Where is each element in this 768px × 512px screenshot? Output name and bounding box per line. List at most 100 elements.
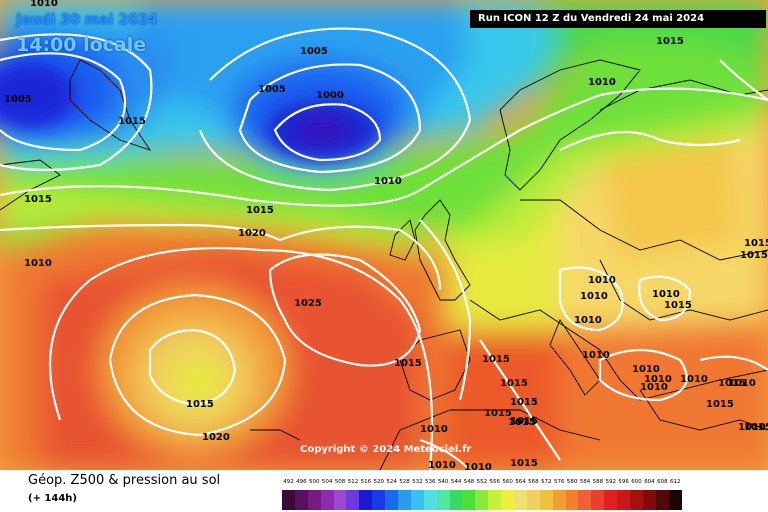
- legend-swatch: [282, 490, 295, 510]
- isobar-label: 1010: [580, 291, 608, 302]
- legend-swatch: [539, 490, 553, 510]
- legend-cell: 580: [565, 478, 579, 510]
- legend-swatch: [410, 490, 424, 510]
- legend-label: 612: [669, 479, 681, 485]
- isobar-label: 1010: [582, 350, 610, 361]
- legend-label: 548: [463, 479, 475, 485]
- legend-swatch: [501, 490, 515, 510]
- legend-cell: 564: [514, 478, 527, 510]
- isobar-label: 1015: [744, 422, 768, 433]
- legend-cell: 560: [501, 478, 515, 510]
- legend-swatch: [668, 490, 682, 510]
- legend-swatch: [475, 490, 489, 510]
- legend-swatch: [552, 490, 566, 510]
- legend-label: 604: [644, 479, 655, 485]
- legend-cell: 556: [488, 478, 502, 510]
- legend-cell: 612: [668, 478, 682, 510]
- legend-cell: 520: [372, 478, 386, 510]
- legend-label: 504: [321, 479, 333, 485]
- legend-label: 592: [605, 479, 617, 485]
- legend-swatch: [514, 490, 527, 510]
- isobar-label: 1015: [510, 416, 538, 427]
- legend-swatch: [385, 490, 399, 510]
- isobar-label: 1010: [680, 374, 708, 385]
- legend-label: 556: [489, 479, 501, 485]
- isobar-label: 1000: [316, 90, 344, 101]
- isobar-label: 1010: [464, 462, 492, 470]
- legend-swatch: [359, 490, 373, 510]
- footer-title: Géop. Z500 & pression au sol: [28, 473, 221, 488]
- legend-label: 564: [515, 479, 526, 485]
- legend-cell: 552: [475, 478, 489, 510]
- legend-cell: 548: [462, 478, 476, 510]
- legend-swatch: [307, 490, 321, 510]
- legend-label: 568: [528, 479, 539, 485]
- isobar-label: 1005: [258, 84, 286, 95]
- isobar-label: 1010: [728, 378, 756, 389]
- legend-label: 540: [437, 479, 449, 485]
- isobar-label: 1010: [738, 422, 766, 433]
- isobar-label: 1015: [706, 399, 734, 410]
- isobar-label: 1015: [118, 116, 146, 127]
- isobar-label: 1015: [186, 399, 214, 410]
- legend-cell: 524: [385, 478, 399, 510]
- footer: Géop. Z500 & pression au sol (+ 144h) 49…: [0, 470, 768, 512]
- isobar-label: 1015: [510, 397, 538, 408]
- isobar-label: 1015: [744, 238, 768, 249]
- legend-label: 508: [334, 479, 346, 485]
- legend-label: 516: [360, 479, 372, 485]
- isobar-label: 1015: [246, 205, 274, 216]
- legend-swatch: [462, 490, 476, 510]
- legend-label: 572: [541, 479, 552, 485]
- legend-cell: 504: [320, 478, 334, 510]
- isobar-label: 1015: [664, 300, 692, 311]
- legend-label: 520: [373, 479, 384, 485]
- isobar-label: 1010: [374, 176, 402, 187]
- legend-label: 600: [631, 479, 642, 485]
- isobar-label: 1005: [300, 46, 328, 57]
- legend-cell: 592: [604, 478, 618, 510]
- isobar-label: 1020: [238, 228, 266, 239]
- legend-cell: 528: [398, 478, 411, 510]
- legend-label: 492: [283, 479, 294, 485]
- legend-label: 500: [309, 479, 320, 485]
- legend-label: 528: [399, 479, 410, 485]
- legend-label: 536: [425, 479, 436, 485]
- legend-label: 532: [412, 479, 423, 485]
- isobar-label: 1025: [294, 298, 322, 309]
- isobar-label: 1010: [588, 77, 616, 88]
- legend-cell: 500: [307, 478, 321, 510]
- isobar-label: 1010: [588, 275, 616, 286]
- legend-swatch: [372, 490, 386, 510]
- isobar-label: 1015: [394, 358, 422, 369]
- legend-label: 596: [618, 479, 629, 485]
- isobars: [0, 27, 768, 470]
- isobar-label: 1015: [24, 194, 52, 205]
- isobar-label: 1015: [656, 36, 684, 47]
- legend-cell: 512: [346, 478, 360, 510]
- isobar-label: 1010: [652, 289, 680, 300]
- isobar-label: 1005: [4, 94, 32, 105]
- legend-label: 580: [566, 479, 578, 485]
- legend-label: 584: [579, 479, 591, 485]
- legend-swatch: [398, 490, 411, 510]
- color-legend: 492 496 500 504 508 512 516 520 524 528 532 536 540 5…: [282, 478, 682, 510]
- isobar-label: 1015: [484, 408, 512, 419]
- legend-cell: 572: [539, 478, 553, 510]
- isobar-label: 1010: [632, 364, 660, 375]
- legend-cell: 584: [578, 478, 592, 510]
- legend-swatch: [423, 490, 437, 510]
- isobar-label: 1015: [508, 417, 536, 428]
- isobar-label: 1010: [574, 315, 602, 326]
- legend-cell: 596: [617, 478, 631, 510]
- legend-cell: 532: [410, 478, 424, 510]
- legend-label: 544: [450, 479, 462, 485]
- legend-cell: 588: [591, 478, 605, 510]
- legend-swatch: [346, 490, 360, 510]
- footer-subtitle: (+ 144h): [28, 493, 77, 504]
- isobar-label: 1015: [510, 458, 538, 469]
- legend-label: 512: [347, 479, 359, 485]
- legend-swatch: [294, 490, 308, 510]
- legend-label: 588: [592, 479, 604, 485]
